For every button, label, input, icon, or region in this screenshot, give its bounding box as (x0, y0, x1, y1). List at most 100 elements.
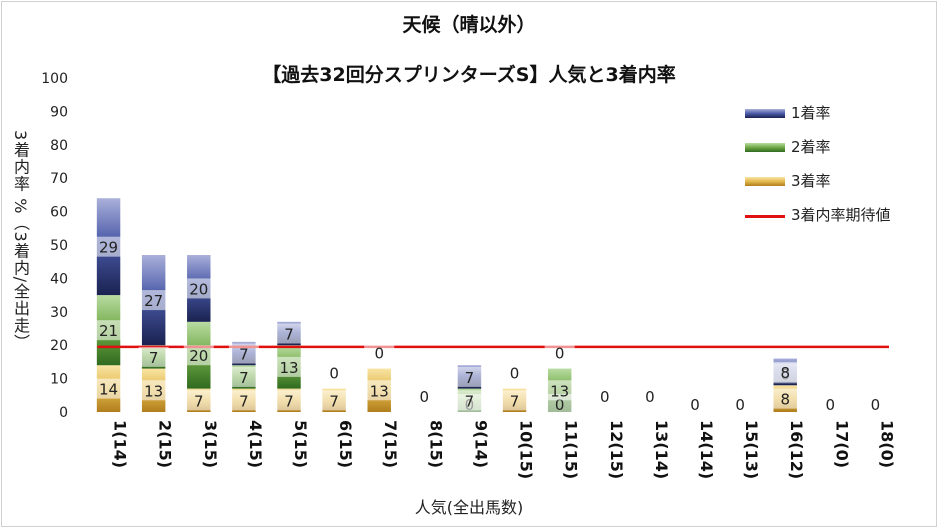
value-label-bg-2-10 (544, 342, 575, 363)
y-tick-label-90: 90 (50, 104, 68, 120)
value-label-2-4: 7 (284, 326, 294, 344)
value-label-2-3: 7 (239, 346, 249, 364)
value-label-bg-0-0 (93, 378, 124, 399)
y-tick-label-50: 50 (50, 238, 68, 254)
value-label-2-10: 0 (555, 345, 565, 363)
y-tick-label-10: 10 (50, 372, 68, 388)
x-tick-label-14: 15(13) (742, 420, 761, 479)
x-tick-label-6: 7(15) (381, 420, 400, 468)
value-label-2-7: 0 (420, 388, 430, 406)
value-label-1-0: 21 (99, 322, 118, 340)
value-label-1-8: 7 (465, 392, 475, 410)
x-tick-label-4: 5(15) (291, 420, 310, 468)
y-tick-label-20: 20 (50, 338, 68, 354)
legend-swatch-3rd (745, 177, 785, 186)
value-label-0-6: 13 (370, 382, 389, 400)
x-axis-ticks: 1(14) 2(15) 3(15) 4(15) 5(15) 6(15) 7(15) 8(15)… (111, 420, 897, 479)
value-label-bg-1-8 (454, 390, 485, 411)
value-label-1-3: 7 (239, 369, 249, 387)
value-label-bg-2-6 (364, 342, 395, 363)
value-label-2-8: 7 (465, 369, 475, 387)
value-label-0-3: 7 (239, 392, 249, 410)
y-tick-label-0: 0 (59, 405, 68, 421)
value-label-0-4: 7 (284, 392, 294, 410)
legend-label-expected: 3着内率期待値 (791, 206, 891, 224)
value-label-2-5: 0 (329, 365, 339, 383)
legend-swatch-expected (745, 215, 785, 218)
value-label-2-6: 0 (374, 345, 384, 363)
value-label-bg-1-3 (228, 366, 259, 387)
y-tick-label-80: 80 (50, 138, 68, 154)
value-label-bg-2-15 (770, 361, 801, 382)
y-axis-ticks: 0 10 20 30 40 50 60 70 80 90 100 (41, 71, 68, 421)
value-label-1-4: 13 (279, 359, 298, 377)
value-label-bg-1-2 (183, 345, 214, 366)
value-label-2-9: 0 (510, 365, 520, 383)
value-label-2-1: 27 (144, 292, 163, 310)
value-label-bg-1-4 (274, 356, 304, 377)
value-label-bg-1-1 (138, 346, 169, 367)
value-label-bg-2-9 (499, 362, 530, 383)
x-tick-label-0: 1(14) (111, 420, 130, 468)
value-label-0-5: 7 (329, 392, 339, 410)
value-label-0-16: 0 (826, 396, 836, 414)
value-label-bg-1-0 (93, 320, 124, 341)
value-label-bg-2-5 (319, 362, 350, 383)
x-tick-label-15: 16(12) (787, 420, 806, 479)
value-label-bg-0-5 (319, 390, 350, 411)
value-label-0-14: 0 (735, 396, 745, 414)
x-tick-label-3: 4(15) (246, 420, 265, 468)
value-label-0-15: 8 (780, 391, 790, 409)
y-tick-label-100: 100 (41, 71, 68, 87)
value-label-2-12: 0 (645, 388, 655, 406)
value-label-0-9: 7 (510, 392, 520, 410)
x-tick-label-13: 14(14) (697, 420, 716, 479)
x-tick-label-12: 13(14) (652, 420, 671, 479)
value-label-bg-0-15 (770, 388, 801, 409)
value-label-bg-0-14 (725, 394, 756, 414)
value-label-bg-0-9 (499, 390, 530, 411)
y-tick-label-30: 30 (50, 305, 68, 321)
value-label-2-2: 20 (189, 280, 208, 298)
x-tick-label-8: 9(14) (471, 420, 490, 468)
x-tick-label-2: 3(15) (201, 420, 220, 468)
y-tick-label-40: 40 (50, 271, 68, 287)
value-label-bg-2-1 (138, 290, 169, 311)
value-label-bg-2-2 (183, 278, 214, 299)
value-label-bg-0-6 (364, 380, 395, 401)
x-axis-label: 人気(全出馬数) (414, 498, 524, 517)
value-label-0-0: 14 (99, 381, 118, 399)
value-label-bg-2-8 (454, 366, 485, 387)
value-label-bg-2-0 (93, 236, 124, 257)
value-label-0-13: 0 (690, 396, 700, 414)
legend-label-3rd: 3着率 (791, 172, 831, 190)
bars (96, 198, 797, 412)
x-tick-label-11: 12(15) (607, 420, 626, 479)
value-label-bg-0-4 (274, 390, 304, 411)
value-label-0-2: 7 (194, 392, 204, 410)
value-label-2-15: 8 (780, 364, 790, 382)
x-tick-label-16: 17(0) (832, 420, 851, 468)
x-tick-label-9: 10(15) (517, 420, 536, 479)
value-label-bg-2-7 (409, 386, 440, 406)
value-label-1-1: 7 (149, 349, 159, 367)
legend-label-2nd: 2着率 (791, 138, 831, 156)
value-label-bg-0-16 (815, 394, 846, 414)
value-label-0-17: 0 (871, 396, 881, 414)
value-label-bg-0-17 (860, 394, 891, 414)
legend-swatch-2nd (745, 143, 785, 152)
value-label-1-2: 20 (189, 347, 208, 365)
value-label-bg-0-2 (183, 390, 214, 411)
value-label-2-0: 29 (99, 239, 118, 257)
legend-label-1st: 1着率 (791, 104, 831, 122)
value-label-bg-1-10 (544, 380, 575, 401)
value-label-bg-0-13 (680, 394, 710, 414)
x-tick-label-7: 8(15) (426, 420, 445, 468)
x-tick-label-1: 2(15) (156, 420, 175, 468)
y-tick-label-70: 70 (50, 171, 68, 187)
value-label-0-10: 0 (555, 396, 565, 414)
legend-swatch-1st (745, 109, 785, 118)
value-label-bg-2-3 (228, 343, 259, 364)
value-label-0-1: 13 (144, 382, 163, 400)
x-tick-label-17: 18(0) (877, 420, 896, 468)
